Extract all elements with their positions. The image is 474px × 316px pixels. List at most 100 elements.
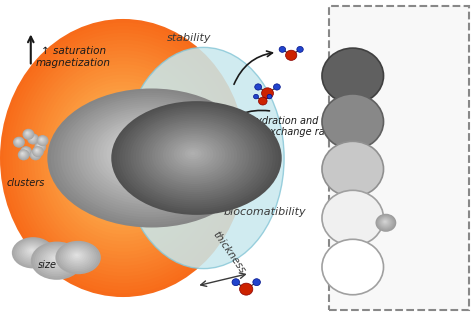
Ellipse shape <box>141 120 249 192</box>
Ellipse shape <box>63 246 93 268</box>
Ellipse shape <box>32 151 38 157</box>
Ellipse shape <box>114 103 279 213</box>
Ellipse shape <box>86 116 160 200</box>
Ellipse shape <box>36 149 37 151</box>
Ellipse shape <box>39 137 44 142</box>
Ellipse shape <box>144 122 246 190</box>
Ellipse shape <box>15 139 21 144</box>
Ellipse shape <box>138 118 252 194</box>
Ellipse shape <box>31 54 216 262</box>
Text: stability: stability <box>167 33 212 43</box>
Ellipse shape <box>34 148 40 154</box>
Ellipse shape <box>71 99 175 217</box>
Ellipse shape <box>163 134 225 176</box>
Ellipse shape <box>25 131 31 136</box>
Ellipse shape <box>24 130 32 137</box>
Ellipse shape <box>383 220 387 224</box>
Ellipse shape <box>47 253 64 265</box>
Ellipse shape <box>14 138 23 146</box>
Ellipse shape <box>23 129 33 139</box>
Ellipse shape <box>109 128 186 179</box>
Ellipse shape <box>31 150 40 159</box>
Ellipse shape <box>17 240 49 264</box>
Ellipse shape <box>13 238 53 267</box>
Ellipse shape <box>31 137 34 139</box>
Ellipse shape <box>43 68 203 248</box>
Ellipse shape <box>73 253 81 258</box>
Ellipse shape <box>87 113 212 197</box>
Ellipse shape <box>28 134 38 144</box>
Ellipse shape <box>149 125 240 186</box>
Ellipse shape <box>3 22 243 294</box>
Ellipse shape <box>51 91 252 225</box>
Ellipse shape <box>40 64 206 252</box>
Ellipse shape <box>116 132 179 174</box>
Ellipse shape <box>111 144 136 172</box>
Ellipse shape <box>70 103 230 210</box>
Ellipse shape <box>190 152 196 155</box>
Ellipse shape <box>45 251 67 267</box>
Ellipse shape <box>0 19 246 297</box>
Ellipse shape <box>31 137 33 138</box>
Text: Optimal
coating: Optimal coating <box>179 148 214 168</box>
Ellipse shape <box>22 129 34 140</box>
Ellipse shape <box>25 47 221 269</box>
Ellipse shape <box>70 250 85 261</box>
Ellipse shape <box>119 106 273 209</box>
Ellipse shape <box>61 97 241 217</box>
Ellipse shape <box>72 252 83 260</box>
Ellipse shape <box>136 145 157 159</box>
Ellipse shape <box>17 140 18 142</box>
Ellipse shape <box>29 136 36 141</box>
Ellipse shape <box>254 94 258 99</box>
Ellipse shape <box>31 151 39 158</box>
Text: $_2$: $_2$ <box>346 25 351 34</box>
Text: Magnetic
properties: Magnetic properties <box>121 142 167 161</box>
Ellipse shape <box>55 82 191 234</box>
Ellipse shape <box>122 108 270 207</box>
Ellipse shape <box>322 141 383 197</box>
Ellipse shape <box>258 97 267 105</box>
Ellipse shape <box>29 135 36 142</box>
Ellipse shape <box>133 143 161 161</box>
Ellipse shape <box>37 136 47 145</box>
Ellipse shape <box>285 50 297 60</box>
Ellipse shape <box>34 57 212 259</box>
Ellipse shape <box>89 120 157 196</box>
Ellipse shape <box>322 190 383 246</box>
Ellipse shape <box>15 36 231 280</box>
Ellipse shape <box>34 153 35 154</box>
Ellipse shape <box>143 149 149 154</box>
Ellipse shape <box>30 249 34 252</box>
Ellipse shape <box>108 141 138 175</box>
Ellipse shape <box>253 279 260 286</box>
Ellipse shape <box>23 149 27 153</box>
Ellipse shape <box>273 84 280 90</box>
Ellipse shape <box>55 241 101 274</box>
Ellipse shape <box>12 237 55 269</box>
Ellipse shape <box>255 84 262 90</box>
Ellipse shape <box>97 120 201 189</box>
Ellipse shape <box>26 132 29 135</box>
Ellipse shape <box>114 148 132 168</box>
Ellipse shape <box>24 149 26 151</box>
Ellipse shape <box>95 127 151 189</box>
Ellipse shape <box>12 33 234 283</box>
Ellipse shape <box>90 116 208 194</box>
Ellipse shape <box>22 244 43 259</box>
Ellipse shape <box>133 115 258 198</box>
Ellipse shape <box>179 145 208 164</box>
Ellipse shape <box>9 29 237 287</box>
Ellipse shape <box>16 139 20 143</box>
Ellipse shape <box>27 50 219 266</box>
Text: ↑ saturation
magnetization: ↑ saturation magnetization <box>36 46 111 68</box>
Ellipse shape <box>38 136 47 144</box>
Ellipse shape <box>152 127 237 184</box>
Ellipse shape <box>35 142 45 152</box>
Ellipse shape <box>43 250 69 269</box>
FancyBboxPatch shape <box>329 6 469 310</box>
Ellipse shape <box>105 137 142 179</box>
Ellipse shape <box>39 247 73 273</box>
Text: thickness: thickness <box>211 230 247 276</box>
Ellipse shape <box>33 147 42 155</box>
